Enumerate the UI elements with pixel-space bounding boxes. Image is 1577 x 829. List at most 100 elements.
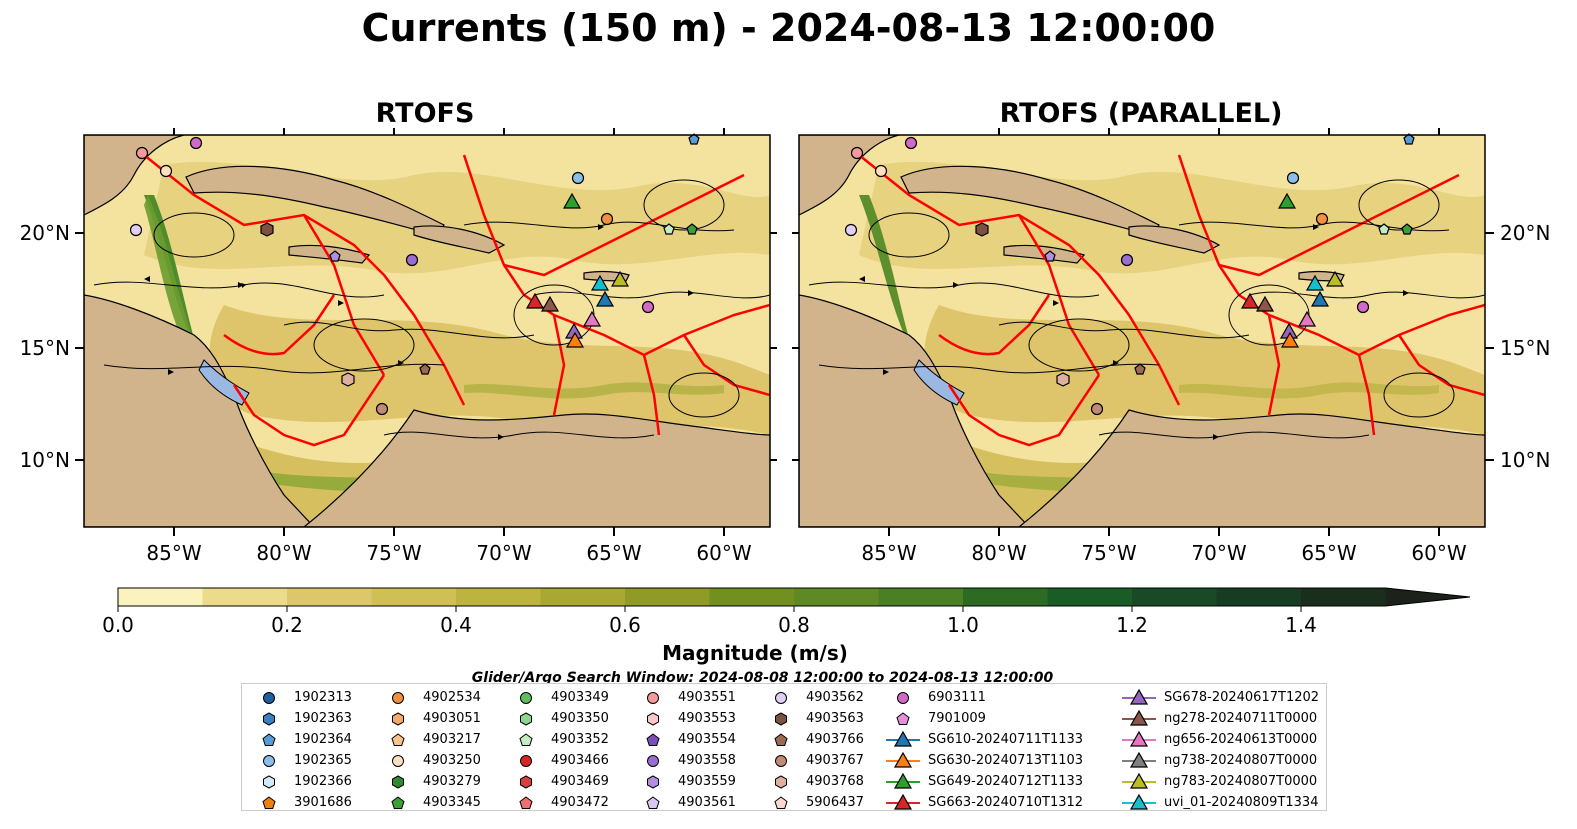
legend-label: 4903563 [806, 711, 864, 726]
lon-tick-label: 80°W [971, 541, 1026, 565]
legend-label: 4903279 [423, 774, 481, 789]
glider-marker [590, 274, 610, 291]
glider-marker [1325, 270, 1345, 287]
glider-marker [565, 331, 585, 348]
legend-label: SG610-20240711T1133 [928, 732, 1084, 747]
colorbar-segment [1216, 588, 1302, 606]
legend-label: ng738-20240807T0000 [1164, 753, 1318, 768]
legend-label: 6903111 [928, 690, 986, 705]
colorbar-segment [540, 588, 626, 606]
legend-label: 4903350 [551, 711, 609, 726]
map-eez-boundaries [143, 154, 770, 447]
map-arrowheads-parallel [859, 224, 1409, 440]
legend-label: 1902313 [294, 690, 352, 705]
colorbar-tick-label: 0.4 [440, 613, 472, 637]
colorbar-segment [202, 588, 288, 606]
glider-marker [562, 192, 582, 209]
lon-tick-label: 70°W [476, 541, 531, 565]
colorbar-segment [371, 588, 457, 606]
panel-title-rtofs-parallel: RTOFS (PARALLEL) [999, 98, 1283, 129]
legend-label: 4903767 [806, 753, 864, 768]
float-marker [405, 253, 419, 267]
legend-label: 4903561 [678, 795, 736, 810]
colorbar-segment [625, 588, 711, 606]
float-marker [135, 146, 149, 160]
lat-tick-label: 10°N [1500, 448, 1550, 472]
float-marker [419, 363, 431, 375]
legend-label: 4903349 [551, 690, 609, 705]
lon-tick-labels-rtofs: 85°W 80°W 75°W 70°W 65°W 60°W [146, 541, 751, 565]
float-marker [329, 250, 341, 262]
glider-marker [1310, 290, 1330, 307]
lon-tick-labels-rtofs-parallel: 85°W 80°W 75°W 70°W 65°W 60°W [861, 541, 1466, 565]
colorbar-segment [1301, 588, 1387, 606]
float-marker [1056, 372, 1070, 387]
legend-label: 1902365 [294, 753, 352, 768]
glider-marker [610, 270, 630, 287]
legend-label: 4903562 [806, 690, 864, 705]
colorbar-segment [1385, 588, 1470, 606]
legend-label: 3901686 [294, 795, 352, 810]
colorbar-tick-label: 0.2 [271, 613, 303, 637]
lat-tick-label: 15°N [20, 336, 70, 360]
colorbar-segment [709, 588, 795, 606]
map-eez-boundaries-parallel [858, 154, 1485, 447]
colorbar-ticks: 0.0 0.2 0.4 0.6 0.8 1.0 1.2 1.4 [102, 606, 1317, 637]
float-marker [844, 223, 858, 237]
colorbar-segment [118, 588, 204, 606]
glider-marker [595, 290, 615, 307]
float-marker [341, 372, 355, 387]
float-markers-rtofs [129, 133, 700, 416]
float-marker [1286, 171, 1300, 185]
float-marker [375, 402, 389, 416]
lon-tick-label: 65°W [586, 541, 641, 565]
float-marker [686, 223, 698, 235]
legend-label: 4903345 [423, 795, 481, 810]
glider-markers-rtofs [525, 192, 630, 348]
legend-label: 4903466 [551, 753, 609, 768]
colorbar-segment [878, 588, 964, 606]
lon-tick-label: 70°W [1191, 541, 1246, 565]
lat-tick-label: 20°N [1500, 221, 1550, 245]
legend-label: ng278-20240711T0000 [1164, 711, 1318, 726]
map-arrowheads [144, 224, 694, 440]
float-marker [904, 136, 918, 150]
map-panel-rtofs [84, 135, 770, 527]
map-land [84, 135, 770, 527]
glider-marker [1240, 292, 1260, 309]
legend-label: SG649-20240712T1133 [928, 774, 1084, 789]
legend-label: SG678-20240617T1202 [1164, 690, 1320, 705]
colorbar-outline [117, 587, 1471, 607]
colorbar-tick-label: 0.0 [102, 613, 134, 637]
float-marker [260, 222, 274, 237]
legend-label: 4903472 [551, 795, 609, 810]
map-frame-rtofs [83, 134, 771, 528]
float-marker [1378, 223, 1390, 235]
panel-title-rtofs: RTOFS [375, 98, 475, 129]
glider-marker [540, 295, 560, 312]
legend-label: uvi_01-20240809T1334 [1164, 795, 1319, 810]
legend-label: ng783-20240807T0000 [1164, 774, 1318, 789]
glider-marker [1305, 274, 1325, 291]
float-marker [1403, 133, 1415, 145]
float-marker [1356, 300, 1370, 314]
legend-label: 1902364 [294, 732, 352, 747]
legend-label: SG663-20240710T1312 [928, 795, 1084, 810]
search-window-text: Glider/Argo Search Window: 2024-08-08 12… [471, 670, 1054, 684]
colorbar-tick-label: 1.2 [1116, 613, 1148, 637]
lat-tick-labels-right: 20°N 15°N 10°N [1500, 221, 1550, 472]
colorbar [117, 587, 1471, 607]
legend-label: 4903217 [423, 732, 481, 747]
lat-tick-label: 20°N [20, 221, 70, 245]
legend-label: 5906437 [806, 795, 864, 810]
lat-tick-label: 10°N [20, 448, 70, 472]
colorbar-segment [1047, 588, 1133, 606]
legend-label: SG630-20240713T1103 [928, 753, 1084, 768]
colorbar-tick-label: 0.8 [778, 613, 810, 637]
float-marker [571, 171, 585, 185]
legend: 1902313 1902363 1902364 1902365 1902366 39016… [241, 683, 1327, 811]
legend-label: 4902534 [423, 690, 481, 705]
colorbar-tick-label: 1.0 [947, 613, 979, 637]
float-marker [1401, 223, 1413, 235]
